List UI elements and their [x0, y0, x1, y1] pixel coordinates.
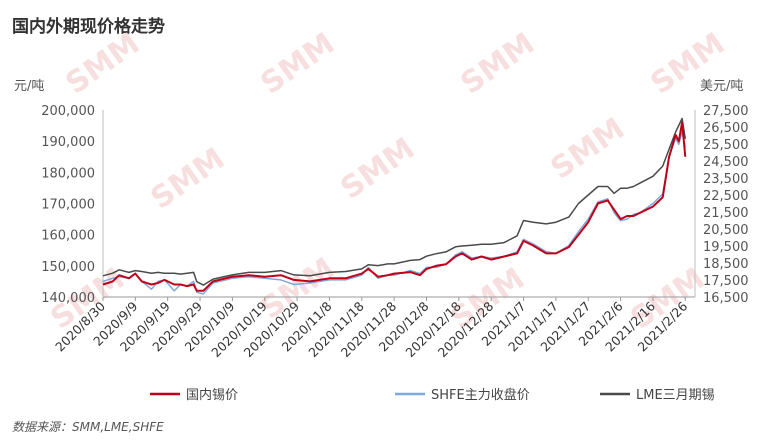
legend-label-1: SHFE主力收盘价 [431, 387, 530, 403]
y-left-tick-label: 190,000 [41, 135, 95, 150]
left-axis-unit: 元/吨 [14, 79, 44, 94]
series-layer [102, 117, 687, 295]
y-right-tick-label: 18,500 [703, 257, 749, 272]
y-left-tick-label: 200,000 [41, 104, 95, 119]
watermark-6: SMM [545, 111, 632, 186]
watermark-5: SMM [335, 131, 422, 206]
series-line-2 [102, 117, 687, 286]
y-right-tick-label: 21,500 [703, 206, 749, 221]
legend-label-0: 国内锡价 [186, 387, 238, 403]
watermark-2: SMM [455, 26, 542, 101]
right-axis-unit: 美元/吨 [700, 79, 743, 94]
y-right-tick-label: 22,500 [703, 189, 749, 204]
y-left-tick-label: 180,000 [41, 166, 95, 181]
y-right-tick-label: 26,500 [703, 121, 749, 136]
y-right-tick-label: 23,500 [703, 172, 749, 187]
y-right-tick-label: 16,500 [703, 291, 749, 306]
series-line-0 [102, 121, 687, 292]
watermark-1: SMM [255, 26, 342, 101]
y-left-tick-label: 150,000 [41, 260, 95, 275]
legend-label-2: LME三月期锡 [636, 388, 715, 403]
data-source-note: 数据来源：SMM,LME,SHFE [12, 420, 164, 434]
y-left-tick-label: 170,000 [41, 198, 95, 213]
y-left-tick-label: 140,000 [41, 291, 95, 306]
legend: 国内锡价 SHFE主力收盘价 LME三月期锡 [150, 387, 715, 403]
y-right-tick-label: 17,500 [703, 274, 749, 289]
y-right-tick-label: 19,500 [703, 240, 749, 255]
watermark-0: SMM [60, 26, 147, 101]
y-left-tick-label: 160,000 [41, 229, 95, 244]
y-right-tick-label: 27,500 [703, 104, 749, 119]
chart-title: 国内外期现价格走势 [12, 17, 165, 37]
y-right-tick-label: 24,500 [703, 155, 749, 170]
y-right-tick-label: 20,500 [703, 223, 749, 238]
watermark-4: SMM [145, 141, 232, 216]
y-right-tick-label: 25,500 [703, 138, 749, 153]
